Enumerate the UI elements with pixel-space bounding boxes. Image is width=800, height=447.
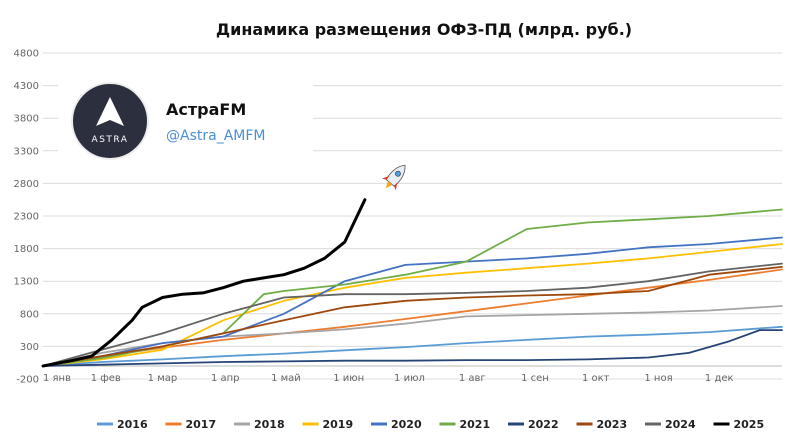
y-tick-label: 1800 [14, 244, 39, 255]
y-tick-label: 3800 [14, 114, 39, 125]
y-tick-label: 800 [20, 309, 39, 320]
legend-label-2017: 2017 [186, 418, 217, 431]
series-line-2019 [42, 243, 783, 367]
legend-label-2016: 2016 [117, 418, 148, 431]
y-tick-label: 3300 [14, 146, 39, 157]
brand-handle[interactable]: @Astra_AMFM [166, 128, 265, 144]
x-tick-label: 1 сен [521, 373, 549, 384]
y-tick-label: 2300 [14, 212, 39, 223]
x-tick-label: 1 окт [582, 373, 610, 384]
series-line-2023 [42, 265, 783, 367]
x-tick-label: 1 май [271, 373, 301, 384]
series-line-2024 [42, 262, 783, 367]
series-line-2016 [42, 325, 783, 367]
x-tick-label: 1 дек [705, 373, 734, 384]
x-tick-label: 1 янв [43, 373, 71, 384]
legend-label-2021: 2021 [460, 418, 491, 431]
x-tick-label: 1 мар [148, 373, 178, 384]
y-tick-label: -200 [16, 375, 39, 386]
legend-label-2022: 2022 [528, 418, 559, 431]
series-line-2025 [41, 198, 367, 368]
brand-name: АстраFM [166, 100, 246, 119]
x-axis: 1 янв 1 фев 1 мар 1 апр 1 май 1 июн 1 июл 1 авг… [43, 373, 734, 384]
series-line-2022 [42, 329, 783, 367]
y-tick-label: 4300 [14, 81, 39, 92]
series-line-2017 [42, 268, 783, 367]
y-tick-label: 300 [20, 342, 39, 353]
legend-label-2024: 2024 [665, 418, 696, 431]
y-tick-label: 1300 [14, 277, 39, 288]
rocket-icon [382, 164, 406, 191]
x-tick-label: 1 авг [459, 373, 486, 384]
x-tick-label: 1 фев [91, 373, 121, 384]
x-tick-label: 1 июл [394, 373, 425, 384]
y-axis: 4800 4300 3800 3300 2800 2300 1800 1300 800 300 -2… [14, 49, 39, 386]
astra-logo: ASTRA [71, 82, 149, 160]
series-line-2020 [42, 236, 783, 367]
legend-label-2020: 2020 [391, 418, 422, 431]
y-tick-label: 4800 [14, 49, 39, 60]
chart-title: Динамика размещения ОФЗ-ПД (млрд. руб.) [216, 20, 632, 39]
series-line-2021 [42, 208, 783, 367]
logo-text: ASTRA [92, 135, 129, 145]
brand-card: ASTRA АстраFM @Astra_AMFM [58, 78, 313, 170]
x-tick-label: 1 ноя [644, 373, 672, 384]
legend-label-2025: 2025 [734, 418, 765, 431]
legend: 2016 2017 2018 2019 2020 2021 2022 2023 2024 2025 [97, 418, 764, 431]
legend-label-2023: 2023 [597, 418, 628, 431]
x-tick-label: 1 апр [211, 373, 240, 384]
series-lines [41, 198, 783, 368]
legend-label-2018: 2018 [254, 418, 285, 431]
y-tick-label: 2800 [14, 179, 39, 190]
x-tick-label: 1 июн [333, 373, 364, 384]
legend-label-2019: 2019 [323, 418, 354, 431]
